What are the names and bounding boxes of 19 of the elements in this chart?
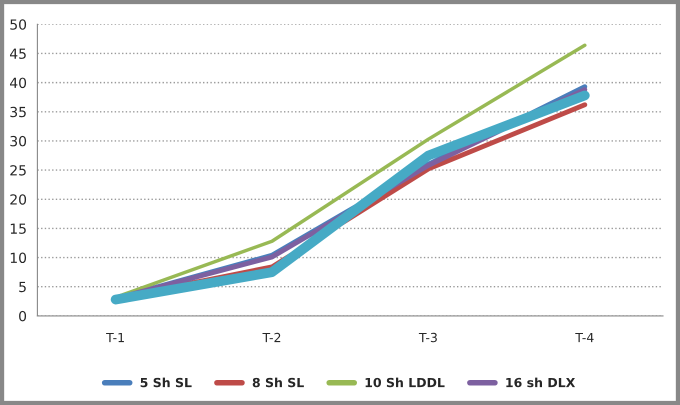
- x-tick-label: T-1: [106, 332, 124, 342]
- y-tick-label: 10: [10, 252, 26, 264]
- y-tick-label: 30: [10, 136, 26, 146]
- y-tick-label: 15: [10, 224, 26, 234]
- y-tick-label: 25: [10, 165, 26, 176]
- y-tick-label: 40: [10, 78, 26, 88]
- y-tick-label: 0: [19, 310, 26, 322]
- y-tick-label: 50: [10, 19, 26, 30]
- y-tick-label: 5: [19, 282, 26, 292]
- legend-label: 16 sh DLX: [506, 378, 576, 388]
- legend-label: 5 Sh SL: [140, 378, 192, 388]
- legend-label: 10 Sh LDDL: [366, 378, 445, 388]
- legend-label: 8 Sh SL: [252, 378, 304, 388]
- x-tick-label: T-2: [262, 332, 280, 342]
- x-tick-label: T-4: [575, 332, 594, 342]
- x-tick-label: T-3: [418, 332, 437, 342]
- y-tick-label: 45: [10, 48, 26, 59]
- y-tick-label: 20: [10, 194, 26, 205]
- y-tick-label: 35: [10, 106, 26, 118]
